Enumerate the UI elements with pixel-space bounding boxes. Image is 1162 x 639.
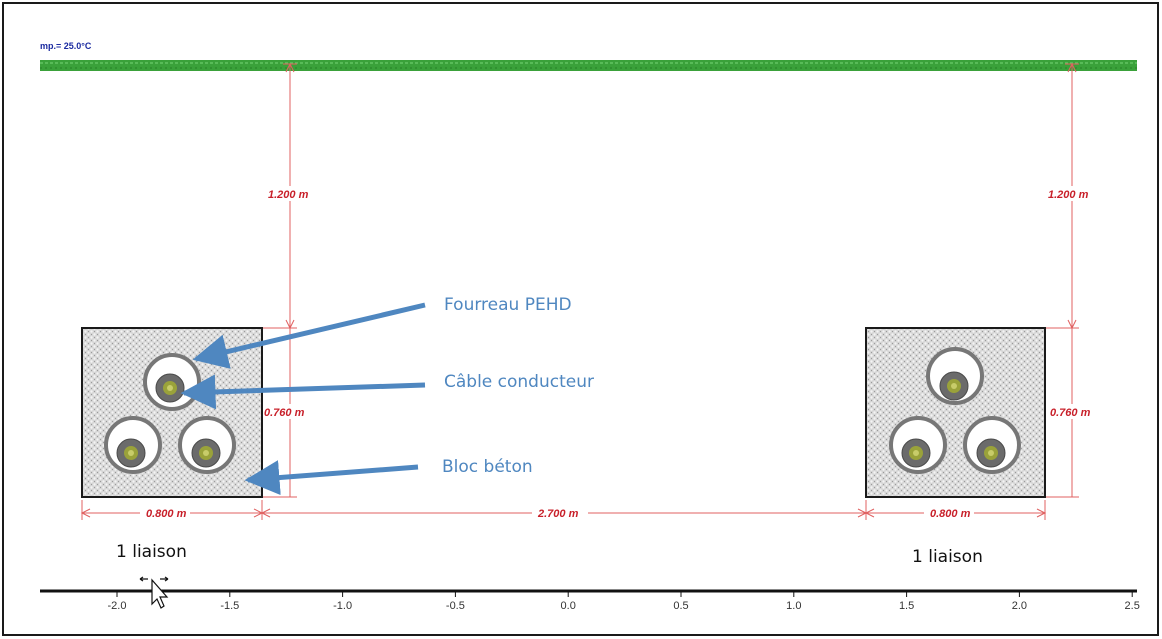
cable-bottom-left-a [104, 416, 162, 474]
arrow-duct [192, 302, 426, 369]
axis-tick-label: -1.0 [333, 600, 352, 612]
axis-ticks: -2.0 -1.5 -1.0 -0.5 0.0 0.5 1.0 1.5 2.0 2.5 [108, 591, 1140, 612]
concrete-block-left [81, 327, 263, 498]
depth-label-left: 1.200 m [268, 189, 309, 201]
concrete-block-right [865, 327, 1046, 498]
cable-bottom-right-b [963, 416, 1021, 474]
depth-dimension-left: 1.200 m 0.760 m [262, 62, 317, 498]
axis-tick-label: -0.5 [446, 600, 465, 612]
mouse-pointer-icon [139, 576, 169, 609]
axis-tick-label: 0.5 [673, 600, 688, 612]
block-width-label-left: 0.800 m [146, 508, 187, 520]
cable-top-left [143, 353, 201, 411]
axis-tick-label: 2.5 [1125, 600, 1140, 612]
ground-surface [40, 60, 1137, 71]
arrow-conductor [180, 374, 426, 410]
arrow-block [244, 460, 419, 496]
width-dimensions: 0.800 m 2.700 m 0.800 m [80, 500, 1047, 520]
liaison-label-right: 1 liaison [912, 547, 983, 567]
block-height-label-right: 0.760 m [1050, 407, 1091, 419]
annotation-duct: Fourreau PEHD [444, 295, 572, 315]
depth-label-right: 1.200 m [1048, 189, 1089, 201]
axis-tick-label: 0.0 [561, 600, 576, 612]
cable-top-right [926, 347, 984, 405]
annotation-conductor: Câble conducteur [444, 372, 594, 392]
depth-dimension-right: 1.200 m 0.760 m [1045, 62, 1100, 498]
temperature-label: mp.= 25.0°C [40, 41, 92, 51]
x-axis: -2.0 -1.5 -1.0 -0.5 0.0 0.5 1.0 1.5 2.0 2.5 [40, 589, 1140, 612]
cable-bottom-left-b [178, 416, 236, 474]
axis-tick-label: -2.0 [108, 600, 127, 612]
block-width-label-right: 0.800 m [930, 508, 971, 520]
axis-tick-label: 1.0 [786, 600, 801, 612]
annotation-block: Bloc béton [442, 457, 533, 477]
axis-tick-label: 2.0 [1012, 600, 1027, 612]
annotation-arrows [180, 302, 426, 496]
block-height-label-left: 0.760 m [264, 407, 305, 419]
liaison-label-left: 1 liaison [116, 542, 187, 562]
axis-tick-label: 1.5 [899, 600, 914, 612]
spacing-label: 2.700 m [537, 508, 579, 520]
axis-tick-label: -1.5 [220, 600, 239, 612]
cable-bottom-right-a [889, 416, 947, 474]
